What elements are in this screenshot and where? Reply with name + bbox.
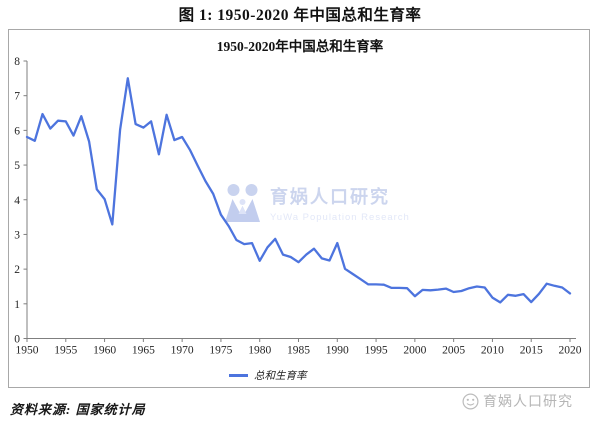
source-note: 资料来源: 国家统计局 bbox=[10, 402, 146, 417]
center-watermark-name: 育娲人口研究 bbox=[270, 187, 390, 207]
legend-label: 总和生育率 bbox=[254, 371, 307, 382]
yuwa-corner-icon bbox=[462, 392, 479, 410]
chart-legend: 总和生育率 bbox=[229, 368, 307, 383]
figure-title: 图 1: 1950-2020 年中国总和生育率 bbox=[178, 7, 422, 24]
chart-title: 1950-2020年中国总和生育率 bbox=[216, 39, 384, 54]
yuwa-logo-icon bbox=[225, 184, 260, 222]
center-watermark-subtitle: YuWa Population Research bbox=[270, 212, 410, 223]
corner-watermark-name: 育娲人口研究 bbox=[483, 395, 573, 410]
center-watermark-text: 育娲人口研究 YuWa Population Research bbox=[270, 183, 410, 223]
legend-line-marker bbox=[229, 374, 248, 377]
corner-watermark: 育娲人口研究 bbox=[462, 391, 573, 411]
center-watermark: 育娲人口研究 YuWa Population Research bbox=[224, 183, 410, 223]
